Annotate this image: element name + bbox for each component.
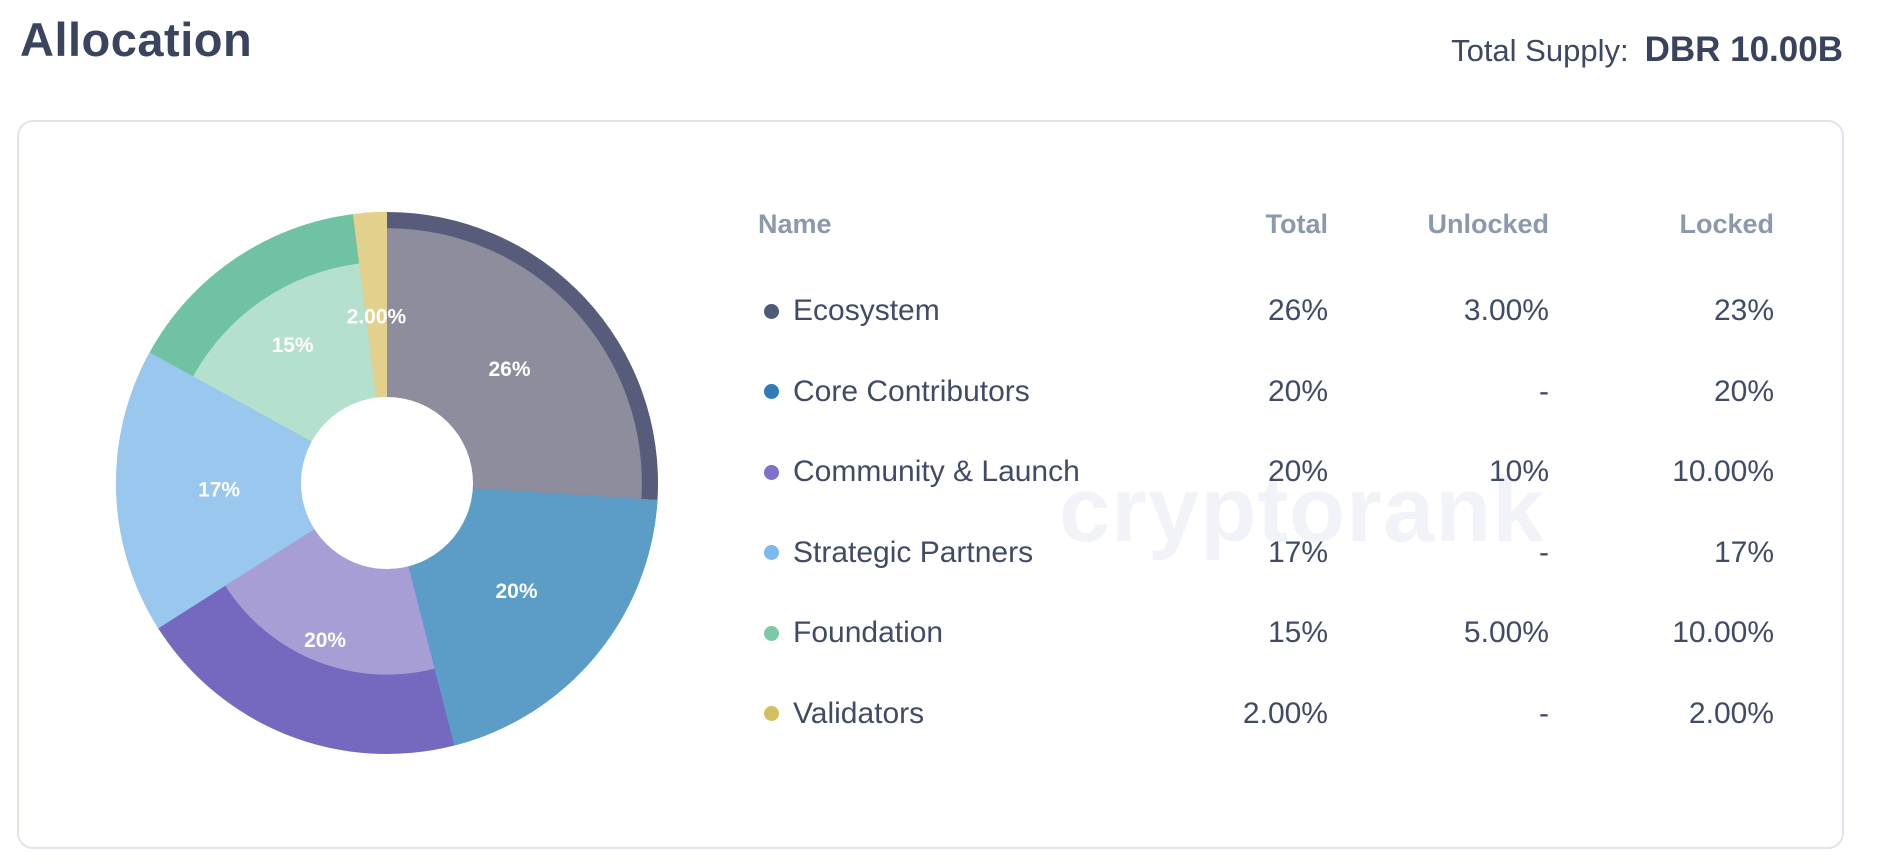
column-header-total: Total xyxy=(1265,209,1329,239)
allocation-card: cryptorank 26% 20% 20% 17% 15% 2.00% Name Tot… xyxy=(17,120,1844,849)
total-value: 15% xyxy=(1267,616,1328,650)
legend-dot-icon xyxy=(764,384,779,400)
unlocked-value: - xyxy=(1539,696,1549,730)
row-name-cell: Strategic Partners xyxy=(758,536,1128,570)
locked-value: 17% xyxy=(1713,535,1774,569)
table-row[interactable]: Community & Launch 20% 10% 10.00% xyxy=(758,432,1774,513)
table-row[interactable]: Core Contributors 20% - 20% xyxy=(758,352,1774,433)
pie-slice-percentage-label-foundation: 15% xyxy=(272,334,314,357)
row-name-cell: Community & Launch xyxy=(758,455,1128,489)
locked-value: 23% xyxy=(1713,294,1774,328)
column-header-name: Name xyxy=(758,209,832,239)
table-header-row: Name Total Unlocked Locked xyxy=(758,207,1774,271)
unlocked-value: 10% xyxy=(1488,455,1549,489)
locked-value: 10.00% xyxy=(1672,455,1774,489)
total-supply: Total Supply: DBR 10.00B xyxy=(1451,30,1843,70)
allocation-name: Ecosystem xyxy=(793,294,940,328)
total-value: 26% xyxy=(1267,294,1328,328)
allocation-name: Community & Launch xyxy=(793,455,1080,489)
pie-slice-percentage-label-community-launch: 20% xyxy=(304,629,346,652)
locked-value: 20% xyxy=(1713,374,1774,408)
allocation-donut-chart: 26% 20% 20% 17% 15% 2.00% xyxy=(107,203,667,763)
table-row[interactable]: Ecosystem 26% 3.00% 23% xyxy=(758,271,1774,352)
total-value: 20% xyxy=(1267,455,1328,489)
total-supply-value: DBR 10.00B xyxy=(1644,30,1843,69)
allocation-name: Validators xyxy=(793,696,925,730)
page-header: Allocation Total Supply: DBR 10.00B xyxy=(0,0,1888,110)
legend-dot-icon xyxy=(764,625,779,641)
allocation-name: Core Contributors xyxy=(793,374,1030,408)
legend-dot-icon xyxy=(764,545,779,561)
row-name-cell: Validators xyxy=(758,697,1128,731)
locked-value: 10.00% xyxy=(1672,616,1774,650)
allocation-name: Foundation xyxy=(793,616,944,650)
allocation-table: Name Total Unlocked Locked Ecosystem 26% 3… xyxy=(758,207,1774,754)
pie-slice-percentage-label-strategic-partners: 17% xyxy=(198,478,240,501)
total-value: 2.00% xyxy=(1242,696,1328,730)
donut-svg: 26% 20% 20% 17% 15% 2.00% xyxy=(115,212,659,755)
pie-slice-percentage-label-validators: 2.00% xyxy=(347,305,407,328)
locked-value: 2.00% xyxy=(1688,696,1774,730)
unlocked-value: - xyxy=(1539,535,1549,569)
total-value: 20% xyxy=(1267,374,1328,408)
row-name-cell: Core Contributors xyxy=(758,375,1128,409)
total-value: 17% xyxy=(1267,535,1328,569)
column-header-unlocked: Unlocked xyxy=(1427,209,1549,239)
unlocked-value: 3.00% xyxy=(1463,294,1549,328)
pie-slice-locked-strategic-partners[interactable] xyxy=(115,352,388,629)
total-supply-label: Total Supply: xyxy=(1451,33,1629,68)
legend-dot-icon xyxy=(764,706,779,722)
row-name-cell: Ecosystem xyxy=(758,294,1128,328)
page-title: Allocation xyxy=(20,13,253,66)
row-name-cell: Foundation xyxy=(758,616,1128,650)
table-row[interactable]: Validators 2.00% - 2.00% xyxy=(758,674,1774,755)
table-row[interactable]: Strategic Partners 17% - 17% xyxy=(758,513,1774,594)
legend-dot-icon xyxy=(764,464,779,480)
table-row[interactable]: Foundation 15% 5.00% 10.00% xyxy=(758,593,1774,674)
legend-dot-icon xyxy=(764,303,779,319)
unlocked-value: 5.00% xyxy=(1463,616,1549,650)
pie-slice-percentage-label-ecosystem: 26% xyxy=(488,358,530,381)
allocation-name: Strategic Partners xyxy=(793,535,1034,569)
table-body: Ecosystem 26% 3.00% 23% Core Contributors 20%… xyxy=(758,271,1774,754)
pie-slice-percentage-label-core-contributors: 20% xyxy=(495,580,537,603)
donut-hole xyxy=(301,397,473,569)
column-header-locked: Locked xyxy=(1679,209,1774,239)
unlocked-value: - xyxy=(1539,374,1549,408)
pie-slice-locked-core-contributors[interactable] xyxy=(387,483,658,746)
